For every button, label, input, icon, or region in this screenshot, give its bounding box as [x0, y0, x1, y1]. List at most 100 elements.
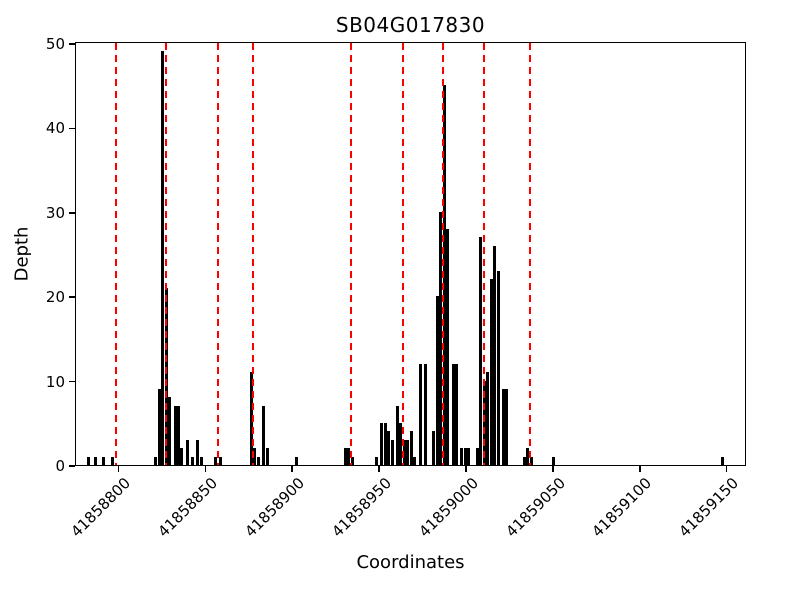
depth-bar [168, 397, 172, 465]
depth-bar [493, 245, 497, 465]
depth-bar [501, 389, 505, 465]
y-tick [69, 43, 75, 45]
boundary-vline [252, 43, 255, 465]
boundary-vline [349, 43, 352, 465]
depth-bar [390, 439, 394, 465]
depth-bar [552, 456, 556, 465]
depth-bar [380, 422, 384, 465]
depth-bar [522, 456, 526, 465]
depth-bar [387, 431, 391, 465]
depth-bar [93, 456, 97, 465]
depth-bar [190, 456, 194, 465]
depth-bar [529, 456, 533, 465]
depth-bar [185, 439, 189, 465]
x-tick-label: 41858800 [67, 474, 135, 541]
x-tick-label: 41859000 [414, 474, 482, 541]
y-tick [69, 380, 75, 383]
x-axis-label: Coordinates [356, 552, 465, 573]
chart-title: SB04G017830 [335, 13, 486, 37]
depth-bar [489, 279, 493, 465]
depth-bar [173, 405, 177, 465]
depth-bar [467, 448, 471, 465]
depth-bar [265, 448, 269, 465]
depth-bar [196, 439, 200, 465]
depth-bar [180, 448, 184, 465]
y-tick-label: 30 [45, 203, 65, 222]
depth-bar [402, 439, 406, 465]
boundary-vline [165, 43, 168, 465]
x-tick-label: 41859050 [501, 474, 569, 541]
boundary-vline [217, 43, 220, 465]
x-tick-label: 41858950 [328, 474, 395, 541]
depth-bar [486, 372, 490, 465]
depth-bar [253, 448, 257, 465]
y-tick [69, 212, 75, 214]
depth-bar [442, 85, 446, 465]
depth-bar [455, 363, 459, 465]
x-tick-label: 41858850 [154, 474, 222, 541]
boundary-vline [441, 43, 444, 465]
depth-bar [460, 448, 464, 465]
y-tick-label: 0 [55, 457, 65, 475]
y-tick-label: 20 [45, 288, 65, 307]
x-tick [465, 466, 467, 472]
boundary-vline [528, 43, 531, 465]
depth-bar [479, 237, 483, 465]
depth-bar [218, 456, 222, 465]
depth-bar [475, 448, 479, 465]
x-tick-label: 41859150 [675, 474, 743, 541]
x-tick [291, 466, 293, 472]
y-tick-label: 10 [45, 372, 65, 391]
depth-bar [409, 431, 413, 465]
x-tick-label: 41858900 [241, 474, 308, 541]
x-tick-label: 41859100 [588, 474, 656, 541]
depth-bar [418, 363, 422, 465]
plot-area [75, 42, 746, 466]
depth-bar [256, 456, 260, 465]
y-tick [69, 296, 75, 298]
y-tick-label: 40 [45, 119, 65, 138]
depth-bar [720, 456, 724, 465]
depth-bar [262, 405, 266, 465]
depth-bar [161, 51, 165, 465]
depth-bar [446, 228, 450, 465]
depth-bar [505, 389, 509, 465]
depth-bar [343, 448, 347, 465]
depth-bar [526, 448, 530, 465]
depth-bar [423, 363, 427, 465]
depth-bar [432, 431, 436, 465]
boundary-vline [483, 43, 486, 465]
depth-bar [295, 456, 299, 465]
x-tick [638, 466, 641, 472]
x-tick [725, 466, 728, 472]
depth-bar [157, 389, 161, 465]
y-axis-label: Depth [11, 226, 33, 282]
depth-bar [496, 270, 500, 465]
y-tick-label: 50 [45, 35, 65, 53]
depth-bar [102, 456, 106, 465]
depth-bar [375, 456, 379, 465]
depth-bar [463, 448, 467, 465]
depth-bar [86, 456, 90, 465]
depth-bar [110, 456, 114, 465]
depth-bar [213, 456, 217, 465]
boundary-vline [114, 43, 117, 465]
depth-bar [199, 456, 203, 465]
depth-bar [439, 211, 443, 465]
x-tick [552, 466, 554, 472]
y-tick [69, 465, 75, 467]
depth-bar [395, 405, 399, 465]
depth-bar [177, 405, 181, 465]
depth-bar [413, 456, 417, 465]
depth-bar [383, 422, 387, 465]
depth-bar [350, 456, 354, 465]
depth-bar [451, 363, 455, 465]
x-tick [204, 466, 207, 472]
depth-bar [406, 439, 410, 465]
x-tick [378, 466, 380, 472]
x-tick [117, 466, 120, 472]
depth-bar [250, 372, 253, 465]
boundary-vline [401, 43, 404, 465]
depth-bar [154, 456, 158, 465]
